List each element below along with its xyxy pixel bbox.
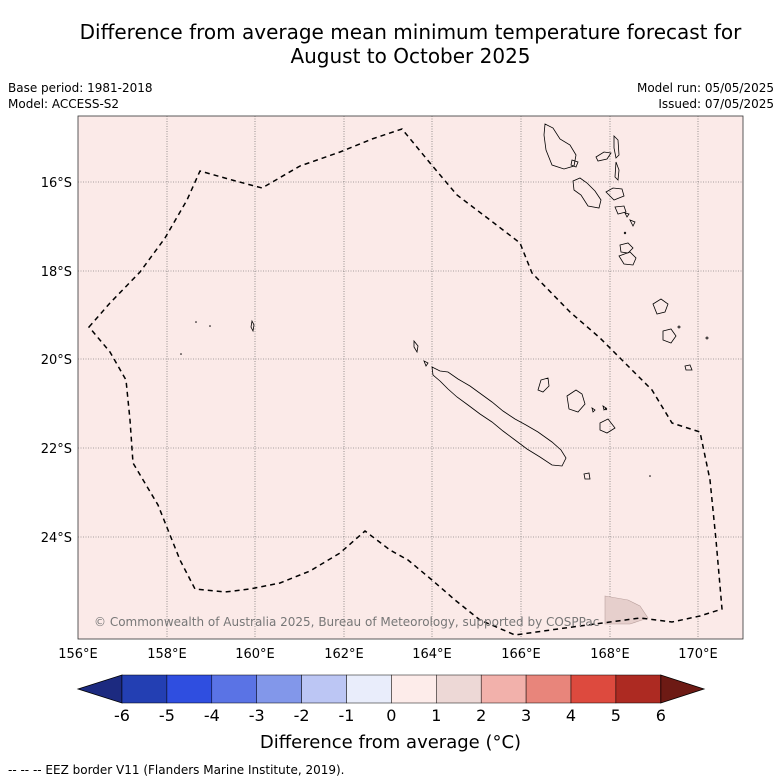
reef-dot-3	[180, 353, 182, 355]
lon-axis: 156°E 158°E 160°E 162°E 164°E 166°E 168°…	[58, 647, 718, 662]
lat-tick-18: 18°S	[41, 265, 72, 280]
colorbar-ticks: -6 -5 -4 -3 -2 -1 0 1 2 3 4 5 6	[114, 706, 666, 725]
colorbar-bin	[436, 674, 482, 704]
colorbar-tick-label: 0	[386, 706, 396, 725]
colorbar	[76, 674, 706, 704]
erromango-island	[618, 251, 637, 266]
walpole-islet	[583, 472, 591, 480]
colorbar-tick-label: 6	[656, 706, 666, 725]
epi-island	[614, 205, 627, 215]
belep-islands	[413, 339, 419, 354]
aniwa-islet	[662, 328, 677, 344]
colorbar-tick-label: 4	[566, 706, 576, 725]
model-name: Model: ACCESS-S2	[8, 97, 120, 111]
colorbar-tick-label: -1	[339, 706, 355, 725]
colorbar-bin	[615, 674, 662, 704]
ambrym-island	[605, 187, 625, 201]
colorbar-bin	[121, 674, 168, 704]
title-line-2: August to October 2025	[290, 44, 531, 68]
copyright-text: © Commonwealth of Australia 2025, Bureau…	[94, 615, 599, 629]
malo-island	[570, 159, 579, 168]
lon-tick-156: 156°E	[58, 647, 98, 662]
epi-islet	[623, 231, 627, 235]
tanna-island	[652, 298, 669, 315]
colorbar-tick-label: -3	[249, 706, 265, 725]
new-caledonia-island	[431, 366, 567, 467]
colorbar-tick-label: 5	[611, 706, 621, 725]
eez-border	[88, 128, 723, 636]
lon-tick-168: 168°E	[590, 647, 630, 662]
map-title: Difference from average mean minimum tem…	[0, 20, 781, 68]
issued-date: Issued: 07/05/2025	[658, 97, 774, 111]
map-background	[77, 115, 744, 640]
lifou-island	[566, 389, 586, 413]
aneityum-island	[684, 364, 693, 371]
colorbar-bin	[570, 674, 617, 704]
model-run: Model run: 05/05/2025	[636, 81, 774, 95]
futuna-islet	[677, 325, 681, 329]
lat-axis: 16°S 18°S 20°S 22°S 24°S	[41, 176, 72, 546]
base-period: Base period: 1981-2018	[8, 81, 153, 95]
colorbar-bin	[256, 674, 302, 704]
colorbar-extend-low	[76, 674, 123, 704]
mathew-islet	[705, 336, 709, 340]
title-line-1: Difference from average mean minimum tem…	[79, 20, 742, 44]
anomaly-patch	[604, 595, 649, 625]
colorbar-tick-label: 2	[476, 706, 486, 725]
vanuatu-islands	[543, 123, 709, 411]
colorbar-bin	[480, 674, 527, 704]
colorbar-bin	[211, 674, 257, 704]
lon-tick-160: 160°E	[235, 647, 275, 662]
footer-note: -- -- -- EEZ border V11 (Flanders Marine…	[8, 763, 345, 777]
colorbar-tick-label: -2	[294, 706, 310, 725]
colorbar-bin	[166, 674, 213, 704]
colorbar-tick-label: 3	[521, 706, 531, 725]
meta-left: Base period: 1981-2018 Model: ACCESS-S2	[8, 80, 153, 112]
ouvea-island	[537, 377, 550, 393]
maewo-island	[613, 135, 620, 159]
colorbar-label: Difference from average (°C)	[259, 732, 522, 753]
malekula-island	[572, 177, 602, 209]
lat-tick-22: 22°S	[41, 442, 72, 457]
colorbar-tick-label: -6	[114, 706, 130, 725]
reef-dot-5	[604, 407, 608, 411]
ambae-island	[595, 151, 612, 162]
gridlines	[78, 116, 743, 639]
mare-island	[599, 418, 616, 434]
colorbar-bin	[301, 674, 347, 704]
lon-tick-170: 170°E	[678, 647, 718, 662]
reef-dot-2	[209, 325, 211, 327]
pentecost-island	[614, 161, 620, 181]
lon-tick-162: 162°E	[324, 647, 364, 662]
meta-right: Model run: 05/05/2025 Issued: 07/05/2025	[637, 80, 774, 112]
lon-tick-166: 166°E	[501, 647, 541, 662]
colorbar-bin	[391, 674, 437, 704]
shepherd-islands	[624, 212, 636, 227]
small-islet	[423, 360, 429, 367]
lon-tick-158: 158°E	[147, 647, 187, 662]
reef-dot-1	[195, 321, 197, 323]
lat-tick-16: 16°S	[41, 176, 72, 191]
lon-tick-164: 164°E	[412, 647, 452, 662]
colorbar-bin	[525, 674, 572, 704]
colorbar-extend-high	[660, 674, 706, 704]
efate-island	[619, 242, 634, 254]
chesterfield-islet	[250, 319, 255, 333]
reef-dot-4	[649, 475, 651, 477]
colorbar-tick-label: 1	[431, 706, 441, 725]
colorbar-tick-label: -4	[204, 706, 220, 725]
colorbar-bin	[346, 674, 392, 704]
colorbar-tick-label: -5	[159, 706, 175, 725]
lat-tick-20: 20°S	[41, 353, 72, 368]
lat-tick-24: 24°S	[41, 531, 72, 546]
